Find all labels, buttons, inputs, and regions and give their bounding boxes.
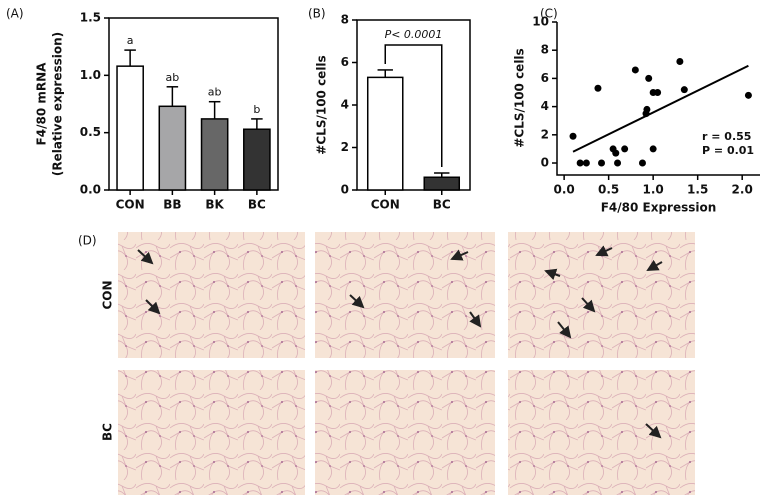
y-axis-label: F4/80 mRNA [35, 62, 49, 146]
point [638, 159, 646, 167]
y-tick-label: 6 [541, 71, 549, 85]
micrograph [118, 370, 305, 495]
point [598, 159, 606, 167]
arrow [349, 294, 365, 309]
micrograph [508, 370, 695, 495]
x-tick-label: BC [248, 198, 266, 212]
y-tick-label: 0 [541, 156, 549, 170]
panel-label: (B) [308, 7, 326, 21]
arrow [145, 299, 161, 315]
y-tick-label: 0.0 [80, 183, 101, 197]
point [744, 91, 752, 99]
arrow [469, 311, 482, 328]
point [643, 105, 651, 113]
row-label: BC [101, 423, 115, 441]
y-tick-label: 1.0 [80, 68, 101, 82]
y-tick-label: 4 [541, 99, 549, 113]
arrow [137, 249, 154, 265]
regression-line [572, 64, 749, 153]
x-tick-label: BB [163, 198, 181, 212]
x-tick-label: 1.0 [643, 183, 664, 197]
y-tick-label: 2 [541, 127, 549, 141]
y-axis-label: (Relative expression) [51, 32, 65, 176]
y-axis-label: #CLS/100 cells [315, 55, 329, 154]
arrow [646, 259, 663, 271]
panel-label: (A) [6, 7, 24, 21]
micrograph [315, 370, 495, 495]
micrographs [118, 232, 695, 495]
panel-label: (C) [540, 7, 558, 21]
panel-label: (D) [78, 234, 97, 248]
statistic: r = 0.55 [702, 130, 751, 143]
bar [423, 176, 461, 191]
y-tick-label: 8 [341, 13, 349, 27]
row-label: CON [101, 280, 115, 309]
arrow [595, 245, 613, 257]
point [680, 86, 688, 94]
point [631, 66, 639, 74]
micrograph [118, 232, 305, 358]
point [612, 149, 620, 157]
y-axis-label: #CLS/100 cells [513, 48, 527, 147]
x-tick-label: 0.5 [598, 183, 619, 197]
bar [116, 65, 144, 191]
arrow [544, 268, 561, 281]
x-axis-label: F4/80 Expression [601, 201, 717, 215]
x-tick-label: 2.0 [732, 183, 753, 197]
y-tick-label: 2 [341, 140, 349, 154]
x-tick-label: 1.5 [687, 183, 708, 197]
p-value: P< 0.0001 [385, 28, 443, 41]
micrograph [315, 232, 495, 358]
y-tick-label: 10 [532, 15, 549, 29]
bar [158, 105, 187, 191]
arrow [645, 423, 662, 439]
significance-letter: ab [166, 71, 180, 84]
micrograph [508, 232, 695, 358]
point [621, 145, 629, 153]
y-tick-label: 0.5 [80, 125, 101, 139]
bar [200, 118, 229, 191]
point [676, 57, 684, 65]
y-tick-label: 8 [541, 43, 549, 57]
axis [556, 22, 760, 176]
point [569, 132, 577, 140]
point [576, 159, 584, 167]
x-tick-label: BC [433, 198, 451, 212]
x-tick-label: CON [116, 198, 145, 212]
arrow [581, 297, 596, 313]
x-tick-label: 0.0 [553, 183, 574, 197]
arrow [557, 321, 572, 339]
bar [243, 128, 271, 191]
bar [366, 76, 404, 191]
x-tick-label: BK [205, 198, 224, 212]
point [582, 159, 590, 167]
y-tick-label: 1.5 [80, 11, 101, 25]
point [614, 159, 622, 167]
arrow [450, 249, 469, 261]
comparison-bracket [384, 44, 443, 167]
statistic: P = 0.01 [702, 144, 754, 157]
axis [356, 19, 471, 191]
point [645, 74, 653, 82]
significance-letter: b [253, 103, 260, 116]
y-tick-label: 4 [341, 98, 349, 112]
point [649, 145, 657, 153]
significance-letter: ab [208, 86, 222, 99]
y-tick-label: 0 [341, 183, 349, 197]
point [654, 89, 662, 97]
x-tick-label: CON [371, 198, 400, 212]
y-tick-label: 6 [341, 55, 349, 69]
point [594, 84, 602, 92]
significance-letter: a [127, 34, 134, 47]
